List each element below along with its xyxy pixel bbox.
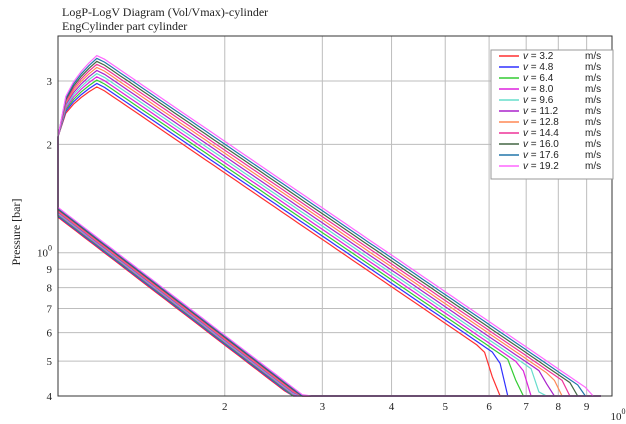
legend-label: v = 9.6 m/s xyxy=(523,95,601,106)
y-tick-label: 4 xyxy=(47,391,53,403)
x-tick-label: 7 xyxy=(523,401,529,413)
legend-label: v = 17.6 m/s xyxy=(523,150,601,161)
legend-label: v = 4.8 m/s xyxy=(523,62,601,73)
y-tick-labels: 4 5 6 7 8 9 100 2 3 xyxy=(37,76,53,403)
legend-label: v = 14.4 m/s xyxy=(523,128,601,139)
chart-title: LogP-LogV Diagram (Vol/Vmax)-cylinder xyxy=(62,5,269,19)
y-tick-label: 8 xyxy=(47,283,53,295)
legend-label: v = 19.2 m/s xyxy=(523,161,601,172)
plot-frame xyxy=(57,35,613,397)
x-tick-label: 8 xyxy=(556,401,562,413)
x-tick-label: 6 xyxy=(486,401,492,413)
x-tick-label: 100 xyxy=(611,407,626,423)
x-tick-label: 5 xyxy=(442,401,448,413)
y-tick-label: 5 xyxy=(47,356,53,368)
legend-label: v = 11.2 m/s xyxy=(523,106,601,117)
legend-label: v = 3.2 m/s xyxy=(523,51,601,62)
y-tick-label: 3 xyxy=(47,76,53,88)
x-tick-labels: 2 3 4 5 6 7 8 9 100 xyxy=(222,401,625,423)
y-tick-label: 100 xyxy=(37,244,52,260)
x-tick-label: 2 xyxy=(222,401,228,413)
legend-box xyxy=(490,49,614,180)
grid xyxy=(58,36,612,396)
legend: v = 3.2 m/sv = 4.8 m/sv = 6.4 m/sv = 8.0 m/s… xyxy=(490,49,614,180)
legend-label: v = 8.0 m/s xyxy=(523,84,601,95)
legend-label: v = 6.4 m/s xyxy=(523,73,601,84)
y-tick-label: 9 xyxy=(47,264,53,276)
x-tick-label: 9 xyxy=(584,401,590,413)
y-tick-label: 2 xyxy=(47,139,53,151)
y-tick-label: 7 xyxy=(47,304,53,316)
y-axis-label: Pressure [bar] xyxy=(9,199,23,266)
legend-label: v = 12.8 m/s xyxy=(523,117,601,128)
legend-label: v = 16.0 m/s xyxy=(523,139,601,150)
chart-subtitle: EngCylinder part cylinder xyxy=(62,19,188,33)
x-tick-label: 4 xyxy=(389,401,395,413)
y-tick-label: 6 xyxy=(47,328,53,340)
x-tick-label: 3 xyxy=(320,401,326,413)
